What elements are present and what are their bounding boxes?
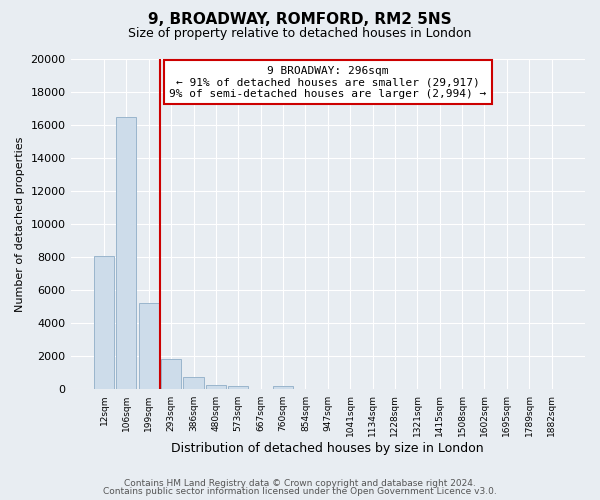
Text: Contains public sector information licensed under the Open Government Licence v3: Contains public sector information licen…: [103, 487, 497, 496]
Text: Contains HM Land Registry data © Crown copyright and database right 2024.: Contains HM Land Registry data © Crown c…: [124, 478, 476, 488]
Bar: [184, 377, 203, 390]
Bar: [273, 386, 293, 390]
Bar: [94, 256, 114, 390]
X-axis label: Distribution of detached houses by size in London: Distribution of detached houses by size …: [172, 442, 484, 455]
Text: 9, BROADWAY, ROMFORD, RM2 5NS: 9, BROADWAY, ROMFORD, RM2 5NS: [148, 12, 452, 28]
Bar: [161, 359, 181, 390]
Text: Size of property relative to detached houses in London: Size of property relative to detached ho…: [128, 28, 472, 40]
Text: 9 BROADWAY: 296sqm
← 91% of detached houses are smaller (29,917)
9% of semi-deta: 9 BROADWAY: 296sqm ← 91% of detached hou…: [169, 66, 487, 99]
Y-axis label: Number of detached properties: Number of detached properties: [15, 136, 25, 312]
Bar: [228, 386, 248, 390]
Bar: [116, 117, 136, 390]
Bar: [139, 302, 159, 390]
Bar: [206, 384, 226, 390]
